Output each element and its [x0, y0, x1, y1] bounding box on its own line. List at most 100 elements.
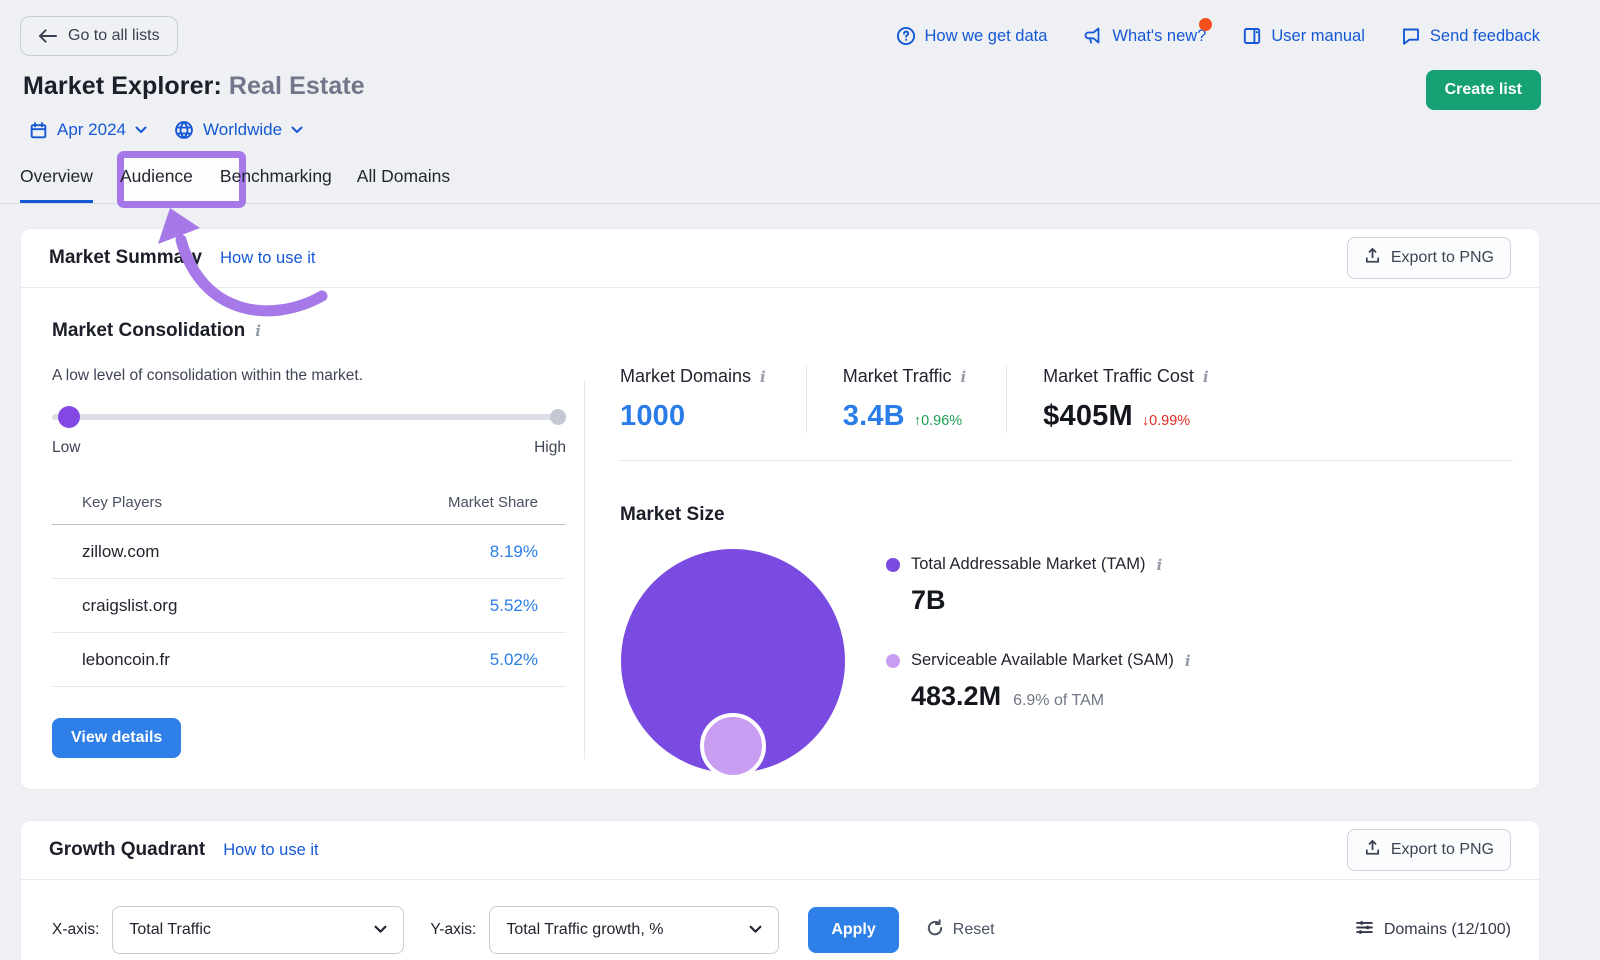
tab-all-domains[interactable]: All Domains [357, 166, 450, 203]
slider-end-dot [550, 409, 566, 425]
tab-audience[interactable]: Audience [118, 166, 195, 203]
info-icon[interactable]: i [1156, 556, 1162, 574]
x-axis-select-value: Total Traffic [129, 921, 211, 939]
send-feedback-label: Send feedback [1430, 27, 1540, 46]
sam-note: 6.9% of TAM [1013, 692, 1104, 710]
metric-value-row: $405M ↓0.99% [1043, 400, 1208, 433]
info-icon[interactable]: i [1203, 368, 1209, 386]
chevron-down-icon [374, 921, 387, 939]
metric-market-traffic-cost: Market Traffic Cost i $405M ↓0.99% [1006, 366, 1248, 433]
domains-filter-button[interactable]: Domains (12/100) [1355, 918, 1511, 942]
send-feedback-link[interactable]: Send feedback [1401, 26, 1540, 46]
vertical-divider [584, 380, 585, 759]
chevron-down-icon [749, 921, 762, 939]
growth-quadrant-title: Growth Quadrant [49, 839, 205, 861]
back-arrow-icon [38, 29, 57, 43]
market-summary-how-to-link[interactable]: How to use it [220, 249, 315, 268]
tab-benchmarking[interactable]: Benchmarking [220, 166, 332, 203]
user-manual-link[interactable]: User manual [1242, 26, 1365, 46]
growth-quadrant-how-to-link[interactable]: How to use it [223, 841, 318, 860]
key-players-table: Key Players Market Share zillow.com 8.19… [52, 494, 566, 687]
reset-icon [926, 919, 944, 942]
consolidation-slider [52, 406, 566, 428]
sam-value: 483.2M 6.9% of TAM [911, 681, 1191, 712]
go-to-all-lists-button[interactable]: Go to all lists [20, 16, 178, 56]
page-title: Market Explorer:Real Estate [23, 72, 365, 101]
sliders-filter-icon [1355, 918, 1374, 942]
whats-new-link[interactable]: What's new? [1083, 26, 1206, 46]
slider-low-label: Low [52, 439, 80, 457]
apply-button[interactable]: Apply [808, 907, 898, 953]
globe-icon [174, 120, 194, 140]
market-consolidation-description: A low level of consolidation within the … [52, 367, 566, 385]
market-consolidation-title-row: Market Consolidation i [52, 320, 566, 342]
market-summary-export-button[interactable]: Export to PNG [1347, 237, 1511, 279]
growth-quadrant-header: Growth Quadrant How to use it Export to … [21, 821, 1539, 880]
info-icon[interactable]: i [1185, 652, 1191, 670]
chevron-down-icon [291, 126, 303, 134]
metric-value: 3.4B [843, 400, 905, 433]
x-axis-select[interactable]: Total Traffic [112, 906, 404, 954]
metric-label: Market Domains [620, 366, 751, 387]
metric-label-row: Market Domains i [620, 366, 766, 387]
region-filter-value: Worldwide [203, 120, 282, 140]
sam-legend-group: Serviceable Available Market (SAM) i 483… [886, 651, 1191, 712]
calendar-icon [29, 121, 48, 140]
market-metrics-section: Market Domains i 1000 Market Traffic i [620, 366, 1513, 783]
growth-quadrant-export-button[interactable]: Export to PNG [1347, 829, 1511, 871]
player-domain: leboncoin.fr [82, 650, 170, 670]
export-button-label: Export to PNG [1391, 249, 1494, 267]
metric-label-row: Market Traffic Cost i [1043, 366, 1208, 387]
metric-market-traffic: Market Traffic i 3.4B ↑0.96% [806, 366, 1006, 433]
date-filter-value: Apr 2024 [57, 120, 126, 140]
export-button-label: Export to PNG [1391, 841, 1494, 859]
market-summary-card: Market Summary How to use it Export to P… [20, 228, 1540, 790]
sam-bubble [702, 715, 764, 777]
tam-label: Total Addressable Market (TAM) [911, 555, 1145, 574]
view-details-button[interactable]: View details [52, 718, 181, 758]
back-button-label: Go to all lists [68, 27, 160, 45]
info-icon[interactable]: i [255, 322, 261, 340]
reset-button[interactable]: Reset [926, 919, 995, 942]
market-consolidation-section: Market Consolidation i A low level of co… [52, 320, 566, 758]
metric-market-domains: Market Domains i 1000 [620, 366, 806, 433]
y-axis-select-value: Total Traffic growth, % [506, 921, 663, 939]
market-summary-header: Market Summary How to use it Export to P… [21, 229, 1539, 288]
tam-legend-group: Total Addressable Market (TAM) i 7B [886, 555, 1191, 616]
domains-filter-label: Domains (12/100) [1384, 921, 1511, 939]
market-size-bubble-chart [620, 549, 850, 783]
tab-overview[interactable]: Overview [20, 166, 93, 203]
y-axis-label: Y-axis: [430, 921, 476, 939]
key-players-table-header: Key Players Market Share [52, 494, 566, 525]
metric-label-row: Market Traffic i [843, 366, 966, 387]
y-axis-select[interactable]: Total Traffic growth, % [489, 906, 779, 954]
x-axis-label: X-axis: [52, 921, 99, 939]
market-size-content: Total Addressable Market (TAM) i 7B Serv… [620, 549, 1513, 783]
help-links: How we get data What's new? User manual [896, 26, 1541, 46]
create-list-button[interactable]: Create list [1426, 70, 1541, 110]
how-we-get-data-label: How we get data [925, 27, 1048, 46]
market-summary-title: Market Summary [49, 247, 202, 269]
date-filter[interactable]: Apr 2024 [29, 120, 147, 140]
metric-label: Market Traffic [843, 366, 952, 387]
player-share-link[interactable]: 5.52% [490, 596, 538, 616]
metric-change-down: ↓0.99% [1142, 413, 1190, 429]
region-filter[interactable]: Worldwide [174, 120, 303, 140]
slider-thumb [58, 406, 80, 428]
market-size-legend: Total Addressable Market (TAM) i 7B Serv… [886, 549, 1191, 783]
sam-label: Serviceable Available Market (SAM) [911, 651, 1174, 670]
how-we-get-data-link[interactable]: How we get data [896, 26, 1048, 46]
info-icon[interactable]: i [760, 368, 766, 386]
player-share-link[interactable]: 5.02% [490, 650, 538, 670]
info-icon[interactable]: i [960, 368, 966, 386]
table-row: craigslist.org 5.52% [52, 579, 566, 633]
metric-value-row: 3.4B ↑0.96% [843, 400, 966, 433]
topbar: Go to all lists How we get data What's n… [20, 16, 1540, 56]
metric-change-up: ↑0.96% [914, 413, 962, 429]
growth-quadrant-controls: X-axis: Total Traffic Y-axis: Total Traf… [21, 880, 1539, 954]
player-domain: craigslist.org [82, 596, 177, 616]
reset-label: Reset [953, 921, 995, 939]
player-share-link[interactable]: 8.19% [490, 542, 538, 562]
slider-track [52, 414, 566, 420]
player-domain: zillow.com [82, 542, 159, 562]
